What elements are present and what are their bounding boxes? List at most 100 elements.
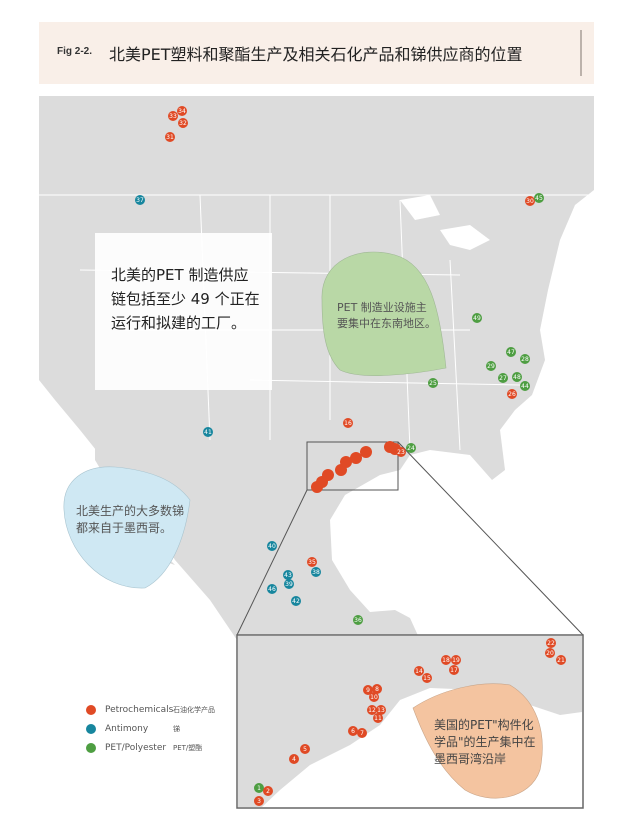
great-lakes xyxy=(400,195,490,250)
marker-label: 40 xyxy=(268,543,276,550)
mexico-note: 北美生产的大多数锑都来自于墨西哥。 xyxy=(76,503,186,537)
marker-pet-48: 48 xyxy=(512,372,522,382)
legend-label-zh: 锑 xyxy=(173,724,180,733)
marker-dot xyxy=(506,347,516,357)
marker-petrochemicals-21: 21 xyxy=(556,655,566,665)
marker-label: 31 xyxy=(166,134,174,141)
main-callout: 北美的PET 制造供应链包括至少 49 个正在运行和拟建的工厂。 xyxy=(95,233,272,390)
marker-pet-24: 24 xyxy=(406,443,416,453)
marker-label: 48 xyxy=(513,374,521,381)
marker-pet-49: 49 xyxy=(472,313,482,323)
marker-petrochemicals-17: 17 xyxy=(449,665,459,675)
marker-label: 33 xyxy=(169,113,177,120)
marker-dot xyxy=(267,541,277,551)
antimony-dot-icon xyxy=(86,723,96,734)
marker-petrochemicals-5: 5 xyxy=(300,744,310,754)
marker-dot xyxy=(525,196,535,206)
legend-label: PET/Polyester xyxy=(105,742,167,753)
marker-label: 1 xyxy=(257,785,261,792)
marker-label: 29 xyxy=(487,363,495,370)
marker-dot xyxy=(300,744,310,754)
marker-dot xyxy=(498,373,508,383)
marker-label: 18 xyxy=(442,657,450,664)
gulf-note: 美国的PET"构件化学品"的生产集中在墨西哥湾沿岸 xyxy=(434,717,539,768)
main-callout-text: 北美的PET 制造供应链包括至少 49 个正在运行和拟建的工厂。 xyxy=(111,266,260,332)
marker-pet-44: 44 xyxy=(520,381,530,391)
marker-dot xyxy=(135,195,145,205)
marker-dot xyxy=(367,705,377,715)
marker-label: 23 xyxy=(397,449,405,456)
marker-dot xyxy=(396,447,406,457)
marker-petrochemicals-18: 18 xyxy=(441,655,451,665)
marker-label: 15 xyxy=(423,675,431,682)
marker-label: 36 xyxy=(354,617,362,624)
marker-dot xyxy=(283,570,293,580)
marker-dot xyxy=(203,427,213,437)
marker-dot xyxy=(556,655,566,665)
marker-pet-25: 25 xyxy=(428,378,438,388)
marker-label: 30 xyxy=(526,198,534,205)
marker-dot xyxy=(289,754,299,764)
marker-label: 4 xyxy=(292,756,296,763)
marker-dot xyxy=(486,361,496,371)
figure-title: 北美PET塑料和聚酯生产及相关石化产品和锑供应商的位置 xyxy=(109,45,523,64)
marker-label: 49 xyxy=(473,315,481,322)
legend-item-antimony: Antimony 锑 xyxy=(86,719,215,738)
marker-dot xyxy=(449,665,459,675)
southeast-zone xyxy=(321,251,447,376)
marker-label: 5 xyxy=(303,746,307,753)
marker-dot xyxy=(254,796,264,806)
marker-petrochemicals-16: 16 xyxy=(343,418,353,428)
marker-antimony-40: 40 xyxy=(267,541,277,551)
marker-dot xyxy=(363,685,373,695)
marker-petrochemicals-15: 15 xyxy=(422,673,432,683)
marker-label: 20 xyxy=(546,650,554,657)
marker-dot xyxy=(178,118,188,128)
header-divider xyxy=(580,30,582,76)
marker-dot xyxy=(284,579,294,589)
marker-petrochemicals-26: 26 xyxy=(507,389,517,399)
marker-dot xyxy=(348,726,358,736)
marker-label: 2 xyxy=(266,788,270,795)
marker-dot xyxy=(343,418,353,428)
marker-dot xyxy=(165,132,175,142)
marker-label: 39 xyxy=(285,581,293,588)
marker-dot xyxy=(507,389,517,399)
marker-label: 3 xyxy=(257,798,261,805)
marker-dot xyxy=(512,372,522,382)
marker-label: 11 xyxy=(374,715,382,722)
legend-item-pet: PET/Polyester PET/塑酯 xyxy=(86,738,215,757)
marker-dot xyxy=(267,584,277,594)
marker-antimony-42: 42 xyxy=(291,596,301,606)
gulf-cluster-markers xyxy=(311,441,401,493)
marker-label: 37 xyxy=(136,197,144,204)
marker-label: 19 xyxy=(452,657,460,664)
legend-label: Petrochemicals xyxy=(105,704,174,715)
marker-petrochemicals-19: 19 xyxy=(451,655,461,665)
marker-antimony-39: 39 xyxy=(284,579,294,589)
marker-antimony-41: 41 xyxy=(203,427,213,437)
marker-dot xyxy=(291,596,301,606)
marker-dot xyxy=(422,673,432,683)
marker-dot xyxy=(353,615,363,625)
southeast-note: PET 制造业设施主要集中在东南地区。 xyxy=(337,300,437,332)
cluster-marker-dot xyxy=(340,456,352,468)
marker-dot xyxy=(545,648,555,658)
marker-label: 45 xyxy=(535,195,543,202)
marker-label: 21 xyxy=(557,657,565,664)
marker-dot xyxy=(376,705,386,715)
marker-antimony-43: 43 xyxy=(283,570,293,580)
marker-pet-29: 29 xyxy=(486,361,496,371)
marker-petrochemicals-22: 22 xyxy=(546,638,556,648)
marker-label: 10 xyxy=(370,694,378,701)
marker-label: 35 xyxy=(308,559,316,566)
marker-dot xyxy=(520,354,530,364)
mexico-note-text: 北美生产的大多数锑都来自于墨西哥。 xyxy=(76,504,185,535)
marker-dot xyxy=(406,443,416,453)
marker-petrochemicals-6: 6 xyxy=(348,726,358,736)
cluster-marker-dot xyxy=(360,446,372,458)
marker-petrochemicals-12: 12 xyxy=(367,705,377,715)
marker-petrochemicals-2: 2 xyxy=(263,786,273,796)
marker-antimony-46: 46 xyxy=(267,584,277,594)
